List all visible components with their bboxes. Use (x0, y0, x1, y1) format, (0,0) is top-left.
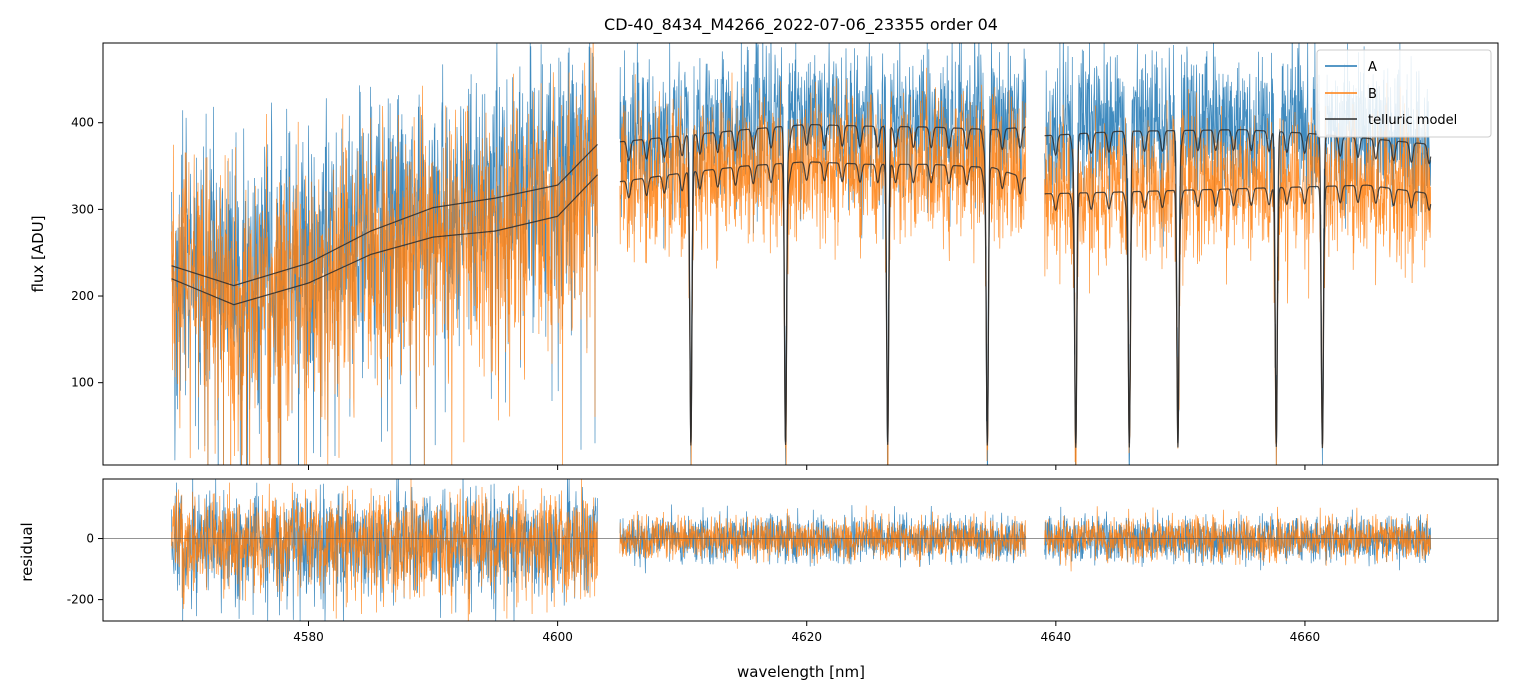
top-ytick-label: 200 (71, 289, 94, 303)
legend-box (1316, 49, 1492, 138)
series-b-segment-0 (171, 43, 598, 465)
series-b-segment-2 (1044, 82, 1432, 465)
bottom-xlabel: wavelength [nm] (737, 663, 865, 681)
telluric-upper-segment-2 (1044, 129, 1432, 445)
residual-a-segment-0 (171, 479, 598, 621)
bottom-ytick-label: 0 (86, 532, 94, 546)
residual-b-segment-0 (171, 479, 598, 621)
top-ytick-label: 100 (71, 376, 94, 390)
top-ytick-label: 400 (71, 116, 94, 130)
bottom-xtick-label: 4600 (542, 630, 573, 644)
top-ylabel: flux [ADU] (29, 215, 47, 292)
telluric-lower-segment-1 (619, 161, 1027, 446)
legend-b-label: B (1368, 87, 1377, 102)
residual-b-segment-1 (619, 505, 1027, 569)
bottom-xtick-label: 4620 (791, 630, 822, 644)
legend-telluric-label: telluric model (1368, 113, 1457, 128)
bottom-xtick-label: 4640 (1041, 630, 1072, 644)
telluric-lower-segment-0 (171, 174, 598, 306)
bottom-panel: -200 0 4580 4600 4620 4640 4660 residual wave… (18, 478, 1499, 681)
telluric-upper-segment-0 (171, 143, 598, 287)
residual-b-segment-2 (1044, 506, 1432, 572)
bottom-ylabel: residual (18, 522, 36, 581)
top-panel-frame (102, 42, 1499, 466)
telluric-lower-segment-2 (1044, 184, 1432, 449)
bottom-ytick-label: -200 (67, 593, 94, 607)
bottom-xtick-label: 4660 (1290, 630, 1321, 644)
bottom-xtick-label: 4580 (293, 630, 324, 644)
telluric-upper-segment-1 (619, 123, 1026, 443)
top-ytick-label: 300 (71, 202, 94, 216)
legend: A B telluric model (1316, 49, 1492, 138)
legend-a-label: A (1368, 60, 1377, 75)
top-panel: 100 200 300 400 flux [ADU] A B telluric mod… (29, 42, 1499, 470)
chart-title: CD-40_8434_M4266_2022-07-06_23355 order … (604, 15, 998, 35)
series-a-segment-1 (619, 43, 1027, 465)
bottom-panel-frame (102, 478, 1499, 622)
